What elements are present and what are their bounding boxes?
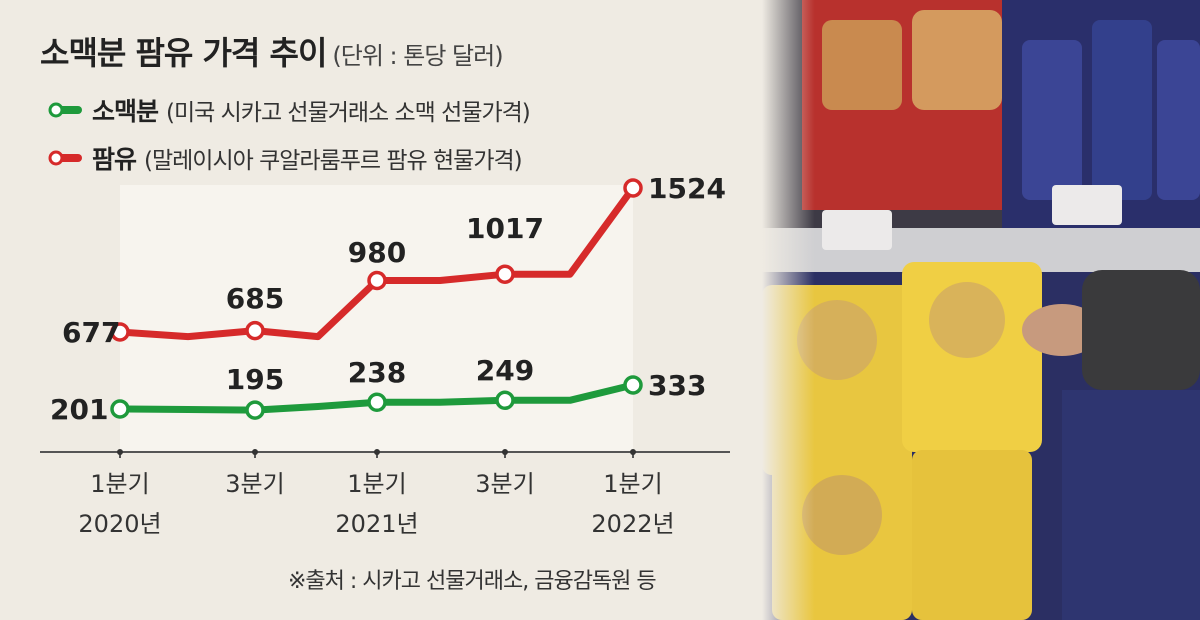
x-tick-year-4: 2022년 [591, 510, 674, 538]
x-tick-dot-3 [502, 449, 508, 455]
x-tick-year-2: 2021년 [335, 510, 418, 538]
x-tick-dot-4 [630, 449, 636, 455]
palm-point-2 [367, 270, 387, 291]
wheat-value-label-2: 238 [348, 356, 406, 389]
x-tick-label-3: 3분기 [475, 470, 534, 498]
palm-value-label-3: 1017 [466, 212, 544, 245]
wheat-value-label-3: 249 [476, 354, 534, 387]
palm-value-label-2: 980 [348, 236, 406, 269]
legend-marker-wheat [48, 102, 82, 118]
x-tick-dot-2 [374, 449, 380, 455]
chart-title: 소맥분 팜유 가격 추이 (단위 : 톤당 달러) [40, 28, 504, 74]
x-tick-label-0: 1분기 [90, 470, 149, 498]
line-chart: 1분기 2020년 3분기 1분기 2021년 3분기 1분기 2022년 677 685 980 1… [40, 172, 730, 538]
x-tick-dot-0 [117, 449, 123, 455]
wheat-point-4 [623, 375, 643, 395]
source-note: ※출처 : 시카고 선물거래소, 금융감독원 등 [288, 569, 657, 594]
legend-name-palm: 팜유 [92, 145, 137, 174]
x-tick-label-1: 3분기 [225, 470, 284, 498]
palm-point-0 [110, 322, 130, 342]
palm-value-label-0: 677 [62, 316, 120, 349]
chart-title-text: 소맥분 팜유 가격 추이 [40, 34, 327, 72]
legend-desc-wheat: (미국 시카고 선물거래소 소맥 선물가격) [166, 100, 531, 126]
x-tick-label-4: 1분기 [603, 470, 662, 498]
legend-item-palm: 팜유 (말레이시아 쿠알라룸푸르 팜유 현물가격) [48, 140, 523, 176]
legend-desc-palm: (말레이시아 쿠알라룸푸르 팜유 현물가격) [144, 148, 523, 174]
wheat-point-3 [495, 390, 515, 411]
legend-name-wheat: 소맥분 [92, 97, 159, 126]
wheat-value-label-1: 195 [226, 363, 284, 396]
legend-item-wheat: 소맥분 (미국 시카고 선물거래소 소맥 선물가격) [48, 92, 531, 128]
supermarket-shelf-photo [762, 0, 1200, 620]
wheat-point-2 [367, 392, 387, 413]
legend-marker-palm [48, 150, 82, 166]
palm-point-3 [495, 264, 515, 284]
x-tick-year-0: 2020년 [78, 510, 161, 538]
wheat-point-1 [245, 400, 265, 420]
x-tick-dot-1 [252, 449, 258, 455]
wheat-value-label-4: 333 [648, 369, 706, 402]
wheat-value-label-0: 201 [50, 393, 108, 426]
unit-label: (단위 : 톤당 달러) [332, 42, 503, 70]
palm-point-4 [623, 178, 643, 198]
palm-value-label-4: 1524 [648, 172, 726, 205]
x-tick-label-2: 1분기 [347, 470, 406, 498]
palm-value-label-1: 685 [226, 282, 284, 315]
wheat-point-0 [110, 399, 130, 419]
palm-point-1 [245, 320, 265, 341]
